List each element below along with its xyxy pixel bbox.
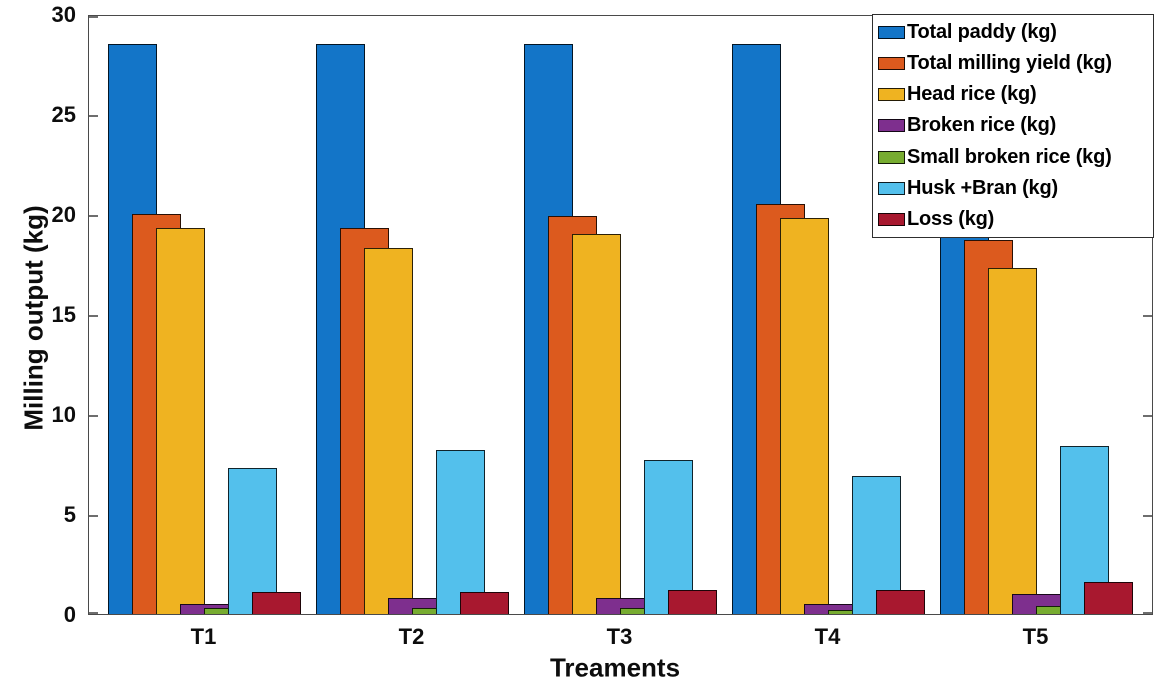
legend-label: Head rice (kg) [907, 83, 1037, 106]
bar-husk-bran-kg-t3 [644, 460, 693, 614]
y-tick-mark-left-5 [89, 515, 98, 517]
y-tick-mark-right-0 [1143, 612, 1152, 614]
y-tick-label-20: 20 [51, 202, 76, 227]
legend-swatch-total-milling-yield-kg [878, 57, 905, 71]
legend-item-small-broken-rice-kg: Small broken rice (kg) [878, 143, 1151, 171]
legend-swatch-husk-bran-kg [878, 181, 905, 195]
y-tick-mark-left-15 [89, 315, 98, 317]
y-tick-mark-left-30 [89, 16, 98, 18]
bar-husk-bran-kg-t2 [436, 450, 485, 614]
legend-swatch-small-broken-rice-kg [878, 150, 905, 164]
legend-swatch-head-rice-kg [878, 88, 905, 102]
x-tick-label-t1: T1 [190, 624, 217, 649]
y-tick-mark-left-10 [89, 415, 98, 417]
bar-loss-kg-t3 [668, 590, 717, 614]
legend: Total paddy (kg) Total milling yield (kg)… [872, 14, 1154, 238]
bar-head-rice-kg-t4 [780, 218, 829, 614]
y-tick-mark-right-15 [1143, 315, 1152, 317]
y-tick-label-5: 5 [63, 502, 76, 527]
bar-head-rice-kg-t5 [988, 268, 1037, 614]
legend-item-head-rice-kg: Head rice (kg) [878, 81, 1151, 109]
bar-loss-kg-t4 [876, 590, 925, 614]
legend-item-loss-kg: Loss (kg) [878, 205, 1151, 233]
legend-item-husk-bran-kg: Husk +Bran (kg) [878, 174, 1151, 202]
bar-head-rice-kg-t2 [364, 248, 413, 614]
y-tick-mark-right-5 [1143, 515, 1152, 517]
legend-label: Loss (kg) [907, 207, 995, 230]
y-tick-mark-left-25 [89, 115, 98, 117]
y-tick-mark-left-20 [89, 215, 98, 217]
x-tick-label-t5: T5 [1022, 624, 1049, 649]
y-tick-label-10: 10 [51, 402, 76, 427]
legend-swatch-loss-kg [878, 212, 905, 226]
x-tick-label-t2: T2 [398, 624, 425, 649]
legend-item-total-paddy-kg: Total paddy (kg) [878, 19, 1151, 47]
bar-head-rice-kg-t3 [572, 234, 621, 614]
legend-label: Total milling yield (kg) [907, 52, 1112, 75]
legend-item-total-milling-yield-kg: Total milling yield (kg) [878, 50, 1151, 78]
bar-husk-bran-kg-t1 [228, 468, 277, 614]
x-tick-label-t4: T4 [814, 624, 841, 649]
legend-item-broken-rice-kg: Broken rice (kg) [878, 112, 1151, 140]
y-tick-mark-right-10 [1143, 415, 1152, 417]
y-tick-label-30: 30 [51, 2, 76, 27]
legend-label: Small broken rice (kg) [907, 145, 1112, 168]
y-tick-label-15: 15 [51, 302, 76, 327]
x-tick-label-t3: T3 [606, 624, 633, 649]
legend-swatch-total-paddy-kg [878, 26, 905, 40]
y-tick-label-25: 25 [51, 102, 76, 127]
legend-label: Broken rice (kg) [907, 114, 1057, 137]
bar-loss-kg-t2 [460, 592, 509, 614]
bar-loss-kg-t1 [252, 592, 301, 614]
y-tick-label-0: 0 [63, 602, 76, 627]
bar-head-rice-kg-t1 [156, 228, 205, 614]
x-axis-label: Treaments [549, 652, 681, 683]
legend-swatch-broken-rice-kg [878, 119, 905, 133]
legend-label: Husk +Bran (kg) [907, 176, 1058, 199]
y-tick-mark-left-0 [89, 612, 98, 614]
legend-label: Total paddy (kg) [907, 21, 1057, 44]
bar-loss-kg-t5 [1084, 582, 1133, 614]
